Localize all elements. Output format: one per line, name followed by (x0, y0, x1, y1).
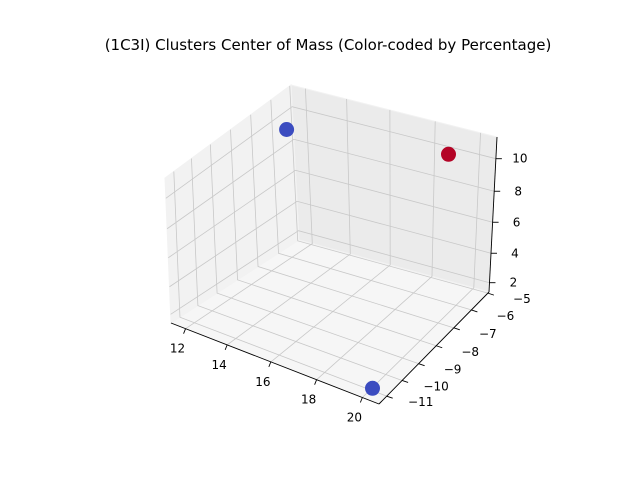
x-tick-mark (359, 397, 363, 403)
x-tick-label: 14 (212, 358, 227, 372)
chart-title: (1C3I) Clusters Center of Mass (Color-co… (105, 36, 552, 54)
y-tick-mark (386, 395, 393, 399)
x-grid-line (226, 99, 351, 346)
data-point (365, 380, 380, 396)
x-tick-mark (268, 361, 272, 368)
x-grid-line (316, 121, 436, 380)
y-tick-mark (487, 292, 495, 296)
z-grid-line (165, 106, 496, 199)
z-axis-line (488, 136, 498, 293)
z-tick-label: 8 (514, 184, 522, 198)
z-tick-label: 10 (512, 152, 527, 166)
y-tick-label: −6 (497, 309, 515, 323)
data-points (279, 122, 456, 396)
y-grid-line (173, 171, 387, 397)
y-tick-label: −5 (513, 292, 531, 306)
x-tick-mark (183, 328, 186, 334)
y-tick-label: −8 (461, 345, 479, 359)
x-grid-line (362, 132, 481, 398)
y-grid-line (289, 85, 489, 294)
y-tick-label: −7 (479, 327, 497, 341)
z-grid-line (169, 200, 492, 288)
y-grid-line (230, 129, 437, 347)
y-tick-label: −10 (423, 379, 448, 393)
y-tick-mark (401, 380, 409, 383)
y-axis-ticks: −11 −10 −9 −8−7−6 −5 (386, 292, 531, 409)
y-grid-line (191, 158, 403, 381)
z-grid-line (170, 230, 490, 315)
y-grid-line (250, 114, 454, 329)
y-grid-line (270, 99, 472, 311)
x-tick-label: 12 (170, 342, 185, 356)
x-tick-label: 16 (255, 375, 270, 389)
axis-lines (170, 136, 498, 405)
y-grid-line (209, 144, 419, 365)
grid-lines (165, 85, 496, 398)
x-axis-ticks: 12 14 16 18 20 (170, 328, 363, 425)
y-tick-mark (453, 327, 460, 331)
z-tick-label: 4 (511, 246, 519, 260)
z-grid-line (168, 169, 493, 259)
z-tick-label: 2 (510, 276, 518, 290)
x-axis-line (170, 322, 380, 405)
y-axis-line (378, 291, 490, 405)
x-tick-mark (224, 344, 228, 351)
z-axis-ticks: 2 4 6 8 10 (489, 152, 528, 290)
data-point (441, 146, 456, 162)
x-tick-mark (314, 379, 318, 385)
z-grid-line (166, 138, 495, 230)
y-tick-mark (471, 309, 478, 313)
y-tick-mark (436, 345, 443, 349)
y-tick-label: −9 (444, 363, 462, 377)
z-tick-label: 6 (513, 215, 521, 229)
y-tick-label: −11 (408, 395, 433, 409)
data-point (279, 122, 295, 137)
y-tick-mark (418, 363, 425, 367)
x-grid-line (270, 109, 391, 363)
x-grid-line (185, 88, 313, 330)
x-tick-label: 18 (301, 393, 316, 407)
x-tick-label: 20 (347, 411, 362, 425)
